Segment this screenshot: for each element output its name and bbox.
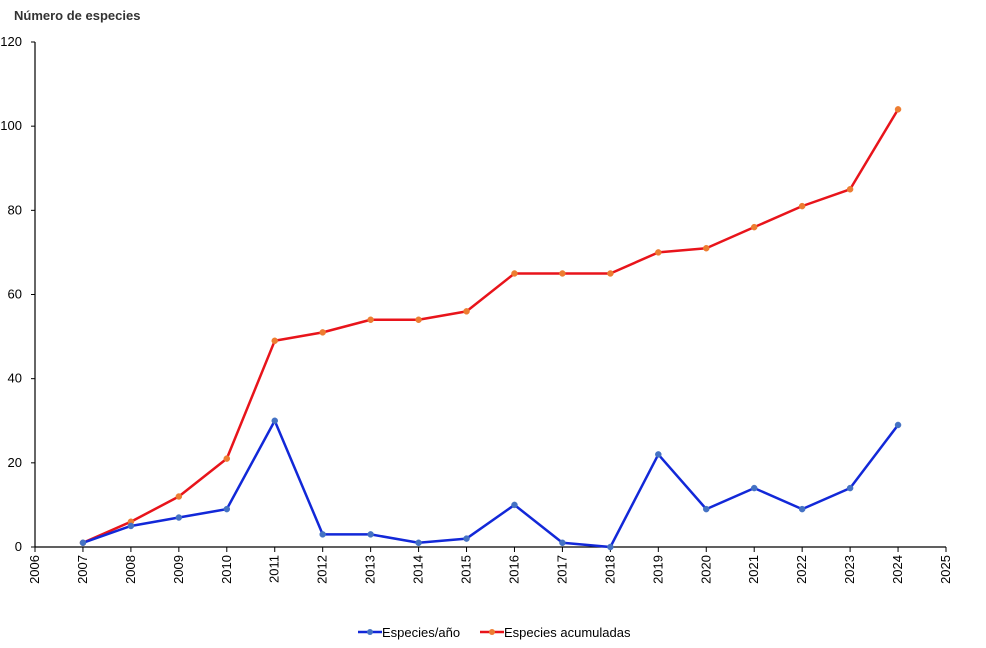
data-point (607, 270, 614, 277)
data-point (511, 501, 518, 509)
data-point (319, 329, 326, 336)
x-tick-label: 2011 (267, 555, 282, 583)
x-tick-label: 2021 (746, 555, 761, 584)
y-tick-label: 60 (8, 287, 22, 302)
data-point (894, 106, 902, 113)
x-tick-label: 2019 (650, 555, 665, 584)
y-tick-label: 40 (8, 371, 22, 386)
data-point (127, 522, 135, 530)
data-point (559, 539, 566, 547)
x-tick-label: 2022 (794, 555, 809, 584)
data-point (798, 202, 806, 210)
legend-marker (367, 629, 373, 635)
legend-label: Especies acumuladas (504, 625, 631, 640)
data-point (415, 539, 422, 547)
data-point (798, 505, 806, 513)
data-point (463, 535, 470, 542)
data-point (175, 514, 183, 521)
series-line (82, 108, 900, 544)
data-point (79, 539, 87, 547)
x-tick-label: 2006 (27, 555, 42, 584)
x-tick-label: 2024 (890, 555, 905, 584)
x-tick-label: 2018 (602, 555, 617, 584)
data-point (559, 270, 566, 277)
data-point (511, 270, 518, 277)
y-ticks: 0 20 40 60 80 100 120 (0, 34, 35, 554)
x-tick-label: 2014 (411, 555, 426, 584)
x-tick-label: 2015 (459, 555, 474, 584)
x-tick-label: 2009 (171, 555, 186, 584)
data-point (271, 337, 278, 345)
x-ticks: 2006 2007 2008 2009 2010 2011 2012 2013 2014 2015… (27, 547, 953, 584)
data-point (367, 531, 374, 538)
data-point (703, 505, 710, 513)
data-point (271, 417, 278, 424)
data-point (750, 484, 758, 492)
data-point (846, 186, 854, 193)
x-tick-label: 2023 (842, 555, 857, 584)
legend: Especies/año Especies acumuladas (358, 625, 631, 640)
series-line (82, 419, 900, 549)
data-point (607, 543, 614, 551)
data-point (223, 455, 231, 462)
x-tick-label: 2008 (123, 555, 138, 584)
data-point (415, 316, 422, 323)
y-axis-label: Número de especies (14, 8, 140, 23)
y-tick-label: 120 (0, 34, 22, 49)
data-point (319, 531, 326, 538)
y-tick-label: 20 (8, 455, 22, 470)
x-tick-label: 2012 (315, 555, 330, 584)
y-tick-label: 100 (0, 118, 22, 133)
series-group (79, 106, 902, 551)
y-tick-label: 80 (8, 202, 22, 217)
legend-label: Especies/año (382, 625, 460, 640)
data-point (894, 421, 902, 429)
data-point (463, 308, 470, 315)
x-tick-label: 2017 (554, 555, 569, 584)
x-tick-label: 2020 (698, 555, 713, 584)
x-tick-label: 2007 (75, 555, 90, 584)
data-point (655, 451, 662, 458)
data-point (703, 244, 710, 252)
data-point (223, 505, 231, 513)
y-tick-label: 0 (15, 539, 22, 554)
x-tick-label: 2016 (506, 555, 521, 584)
data-point (367, 316, 374, 323)
data-point (655, 249, 662, 256)
x-tick-label: 2025 (938, 555, 953, 584)
data-point (750, 223, 758, 231)
x-tick-label: 2013 (363, 555, 378, 584)
data-point (175, 493, 183, 500)
data-point (846, 484, 854, 492)
x-tick-label: 2010 (219, 555, 234, 584)
axes (34, 42, 946, 548)
legend-marker (489, 629, 495, 635)
